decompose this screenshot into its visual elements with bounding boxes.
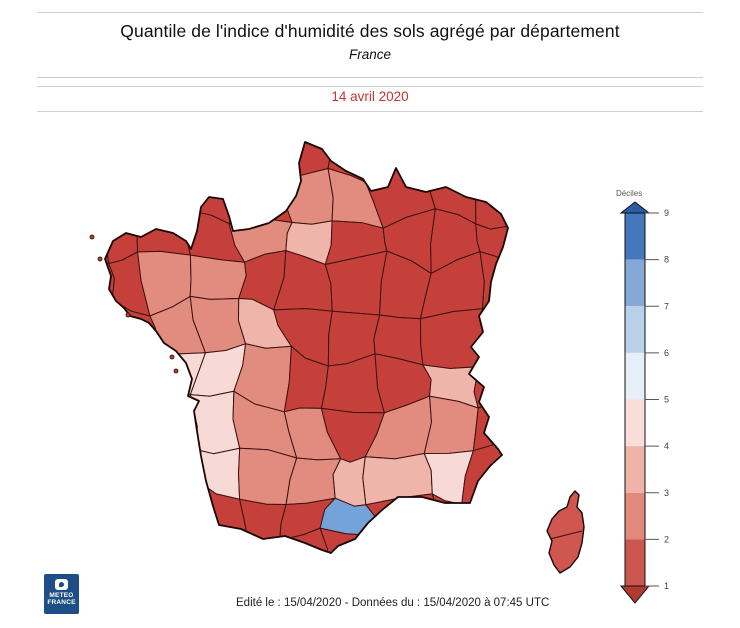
legend-segment [625,352,645,400]
legend-tick-label: 9 [664,208,669,218]
department-cell [239,498,287,541]
department-cell [105,142,139,181]
department-cell [184,531,248,553]
department-cell [507,165,508,229]
department-cell [105,401,159,450]
department-cell [142,447,198,503]
department-cell [458,529,508,553]
department-cell [105,440,149,503]
department-cell [241,142,277,178]
department-cell [478,301,508,368]
header-bottom-rule [37,77,703,78]
department-cell [182,142,246,171]
department-cell [228,170,293,225]
department-cell [70,351,96,407]
legend-arrow-down [619,585,651,604]
date-top-rule [37,86,703,87]
france-outline [104,141,509,554]
page-subtitle: France [348,47,392,62]
department-cell [105,402,113,442]
legend-tick-label: 7 [664,301,669,311]
legend-tick-label: 5 [664,395,669,405]
department-cell [473,168,508,230]
department-cell [134,142,204,176]
page-title: Quantile de l'indice d'humidité des sols… [120,21,620,41]
france-choropleth-map [70,135,585,574]
department-cell [105,204,110,264]
department-cell [509,302,561,351]
legend-title: Déciles [616,189,643,198]
logo-line1: METEO [49,592,74,599]
legend-tick-label: 2 [664,534,669,544]
island [125,312,131,318]
legend-segment [625,259,645,307]
department-cell [509,344,559,413]
department-cell [105,437,113,489]
department-cell [192,447,241,500]
department-cell [155,531,198,553]
legend-segment [625,399,645,447]
legend-tick-label: 6 [664,348,669,358]
date-bottom-rule [37,111,703,112]
department-cell [230,532,291,553]
legend-tick-label: 3 [664,488,669,498]
legend-tick-label: 4 [664,441,669,451]
corsica-border [549,530,583,540]
logo-line2: FRANCE [47,599,76,606]
department-cell [189,254,247,300]
island [173,368,179,374]
footer-edition-info: Edité le : 15/04/2020 - Données du : 15/… [236,597,550,609]
department-cell [509,253,574,305]
department-cell [473,142,508,177]
legend-arrow-up [619,201,651,214]
header-top-rule [37,12,703,13]
legend-segment [625,492,645,540]
department-cell [319,527,386,553]
island [89,234,95,240]
department-cell [137,163,188,228]
legend-segment [625,539,645,586]
department-cell [512,439,570,494]
department-cell [375,535,436,553]
department-cell [332,456,367,507]
department-cell [182,163,243,225]
legend-segment [625,306,645,353]
department-cell [145,394,198,451]
corsica [546,490,585,574]
department-cell [427,544,462,553]
department-cell [419,308,484,369]
department-cell [107,479,159,549]
department-cell [105,540,159,553]
department-cell [105,299,113,360]
department-cell [105,479,112,553]
department-cell [136,209,191,256]
departments-layer [70,135,574,553]
legend-segment [625,446,645,493]
department-cell [70,135,101,180]
department-cell [142,480,198,542]
department-cell [473,343,508,409]
legend-tick-label: 8 [664,255,669,265]
department-cell [416,142,476,177]
island [169,354,175,360]
meteo-france-logo: METEO FRANCE [44,574,79,614]
department-cell [512,389,569,447]
meteo-france-logo-icon [55,579,68,590]
island [97,256,103,262]
department-cell [70,178,101,227]
department-cell [105,347,161,404]
deciles-colorbar: 9 8 7 6 5 4 3 2 1 [619,201,669,604]
legend-tick-label: 1 [664,581,669,591]
department-cell [503,142,508,170]
legend-segment [625,213,645,260]
department-cell [105,174,147,231]
department-cell [423,395,479,454]
map-date: 14 avril 2020 [331,89,409,104]
department-cell [285,457,342,505]
department-cell [505,225,508,272]
